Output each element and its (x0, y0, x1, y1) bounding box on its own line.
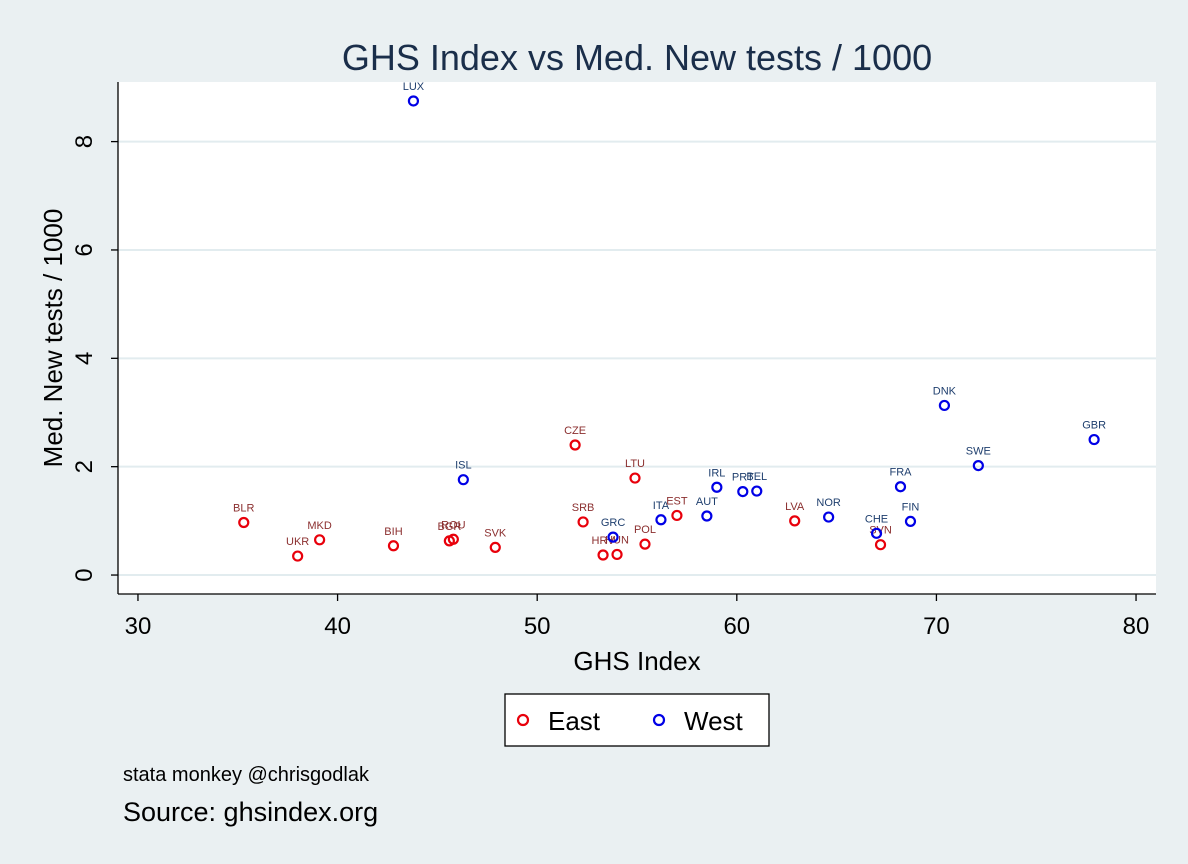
data-point-east (447, 533, 459, 545)
point-label: LTU (625, 458, 645, 470)
data-point-west (823, 511, 835, 523)
data-point-west (904, 515, 917, 527)
chart-title: GHS Index vs Med. New tests / 1000 (342, 37, 932, 78)
data-point-west (870, 527, 883, 539)
point-label: BGR (437, 521, 461, 533)
data-point-east (314, 534, 326, 546)
legend-box (504, 693, 770, 747)
point-label: CZE (564, 425, 586, 437)
data-point-west (457, 474, 469, 486)
data-point-east (292, 550, 304, 562)
data-point-west (701, 510, 713, 522)
y-tick-label: 0 (71, 568, 98, 581)
point-label: PRT (732, 472, 754, 484)
data-point-east (489, 541, 501, 554)
data-point-east (639, 538, 651, 550)
x-tick-label: 60 (723, 613, 750, 640)
legend-marker-east (516, 713, 530, 727)
legend: East West (504, 693, 770, 747)
data-point-west (655, 514, 667, 526)
point-label: SVK (484, 527, 507, 539)
data-point-west (737, 486, 749, 498)
y-tick-label: 4 (71, 352, 98, 365)
data-point-west (751, 485, 763, 497)
data-point-east (577, 516, 589, 528)
x-tick-label: 50 (524, 613, 551, 640)
point-label: IRL (708, 467, 725, 479)
point-label: MKD (307, 520, 332, 532)
data-point-east (671, 509, 683, 522)
data-point-east (629, 472, 641, 484)
x-axis-title: GHS Index (573, 646, 700, 676)
x-axis-ticks: 30 40 50 60 70 80 (125, 594, 1150, 640)
point-label: BEL (746, 471, 767, 483)
point-label: FIN (902, 501, 920, 513)
credit-note: stata monkey @chrisgodlak (123, 764, 369, 786)
plot-area (118, 82, 1156, 594)
legend-label-west: West (684, 706, 744, 736)
point-label: CHE (865, 513, 888, 525)
point-label: NOR (816, 497, 841, 509)
point-label: GRC (601, 517, 626, 529)
y-axis-ticks: 0 2 4 6 8 (71, 135, 118, 582)
data-point-west (1088, 433, 1100, 446)
point-label: EST (666, 495, 688, 507)
data-point-west (894, 481, 907, 493)
point-label: GBR (1082, 420, 1106, 432)
point-label: LUX (403, 81, 425, 93)
y-tick-label: 8 (71, 135, 98, 148)
x-tick-label: 40 (324, 613, 351, 640)
x-tick-label: 70 (923, 613, 950, 640)
point-label: BLR (233, 502, 254, 514)
point-label: UKR (286, 536, 309, 548)
data-point-east (874, 539, 887, 551)
legend-label-east: East (548, 706, 601, 736)
data-point-east (597, 549, 609, 561)
data-point-east (569, 439, 581, 451)
data-point-west (938, 399, 951, 412)
point-label: FRA (889, 467, 912, 479)
data-point-east (611, 548, 623, 561)
data-point-east (238, 516, 250, 529)
point-label: LVA (785, 501, 805, 513)
x-tick-label: 80 (1123, 613, 1150, 640)
source-note: Source: ghsindex.org (123, 797, 379, 827)
y-axis-title: Med. New tests / 1000 (38, 209, 68, 468)
point-label: DNK (933, 385, 957, 397)
y-tick-label: 6 (71, 243, 98, 256)
data-point-west (972, 459, 984, 472)
data-point-east (387, 540, 400, 552)
point-label: SWE (966, 446, 991, 458)
data-point-west (711, 481, 723, 493)
data-point-west (607, 531, 619, 543)
point-label: AUT (696, 496, 718, 508)
point-label: ITA (653, 500, 670, 512)
y-tick-label: 2 (71, 460, 98, 473)
point-label: ISL (455, 460, 472, 472)
point-label: BIH (384, 526, 402, 538)
data-point-west (407, 95, 420, 107)
point-label: POL (634, 524, 656, 536)
data-point-east (789, 515, 801, 527)
legend-marker-west (652, 713, 666, 727)
point-label: ROU (441, 519, 466, 531)
point-label: SRB (572, 502, 595, 514)
x-tick-label: 30 (125, 613, 152, 640)
